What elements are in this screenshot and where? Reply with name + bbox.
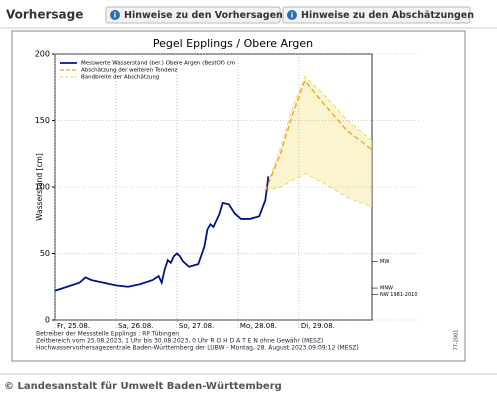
chart-title: Pegel Epplings / Obere Argen — [153, 37, 313, 50]
y-tick-label: 0 — [45, 316, 50, 325]
svg-text:i: i — [114, 12, 116, 20]
legend-label: Messwerte Wasserstand (ber.) Obere Argen… — [81, 61, 235, 67]
svg-text:i: i — [291, 12, 293, 20]
series-line — [264, 79, 373, 192]
button-label[interactable]: Hinweise zu den Abschätzungen — [301, 10, 474, 21]
note: Hochwasservorhersagezentrale Baden-Württ… — [36, 345, 359, 352]
band-fill — [265, 76, 372, 207]
x-tick-label: Sa, 26.08. — [118, 322, 153, 330]
x-tick-label: Fr, 25.08. — [57, 322, 90, 330]
x-tick-label: So, 27.08. — [179, 322, 214, 330]
y-tick-label: 200 — [35, 50, 50, 59]
legend-label: Bandbreite der Abschätzung — [81, 75, 159, 81]
y-tick-label: 100 — [35, 183, 50, 192]
series-line — [54, 176, 270, 292]
y-tick-label: 50 — [40, 249, 50, 258]
button[interactable]: i Hinweise zu den Vorhersagen — [105, 6, 283, 24]
note: Betreiber der Messstelle Epplings : RP T… — [36, 331, 179, 338]
level-label: MW — [380, 259, 389, 265]
level-label: NW 1981-2010 — [380, 292, 418, 298]
x-tick-label: Di, 29.08. — [301, 322, 335, 330]
note: Zeitbereich vom 25.08.2023, 1 Uhr bis 30… — [36, 338, 323, 345]
y-tick-label: 150 — [35, 116, 50, 125]
band-edge — [264, 75, 373, 192]
level-label: MNW — [380, 286, 393, 292]
chart-code: 77-2001 — [454, 330, 460, 351]
legend-label: Abschätzung der weiteren Tendenz — [81, 68, 178, 74]
footer: © Landesanstalt für Umwelt Baden-Württem… — [4, 381, 282, 392]
x-tick-label: Mo, 28.08. — [240, 322, 277, 330]
header-title: Vorhersage — [6, 8, 83, 22]
chart-frame — [11, 30, 466, 362]
button-label[interactable]: Hinweise zu den Vorhersagen — [124, 10, 283, 21]
y-axis-label: Wasserstand [cm] — [35, 153, 44, 221]
button[interactable]: i Hinweise zu den Abschätzungen — [282, 6, 474, 24]
